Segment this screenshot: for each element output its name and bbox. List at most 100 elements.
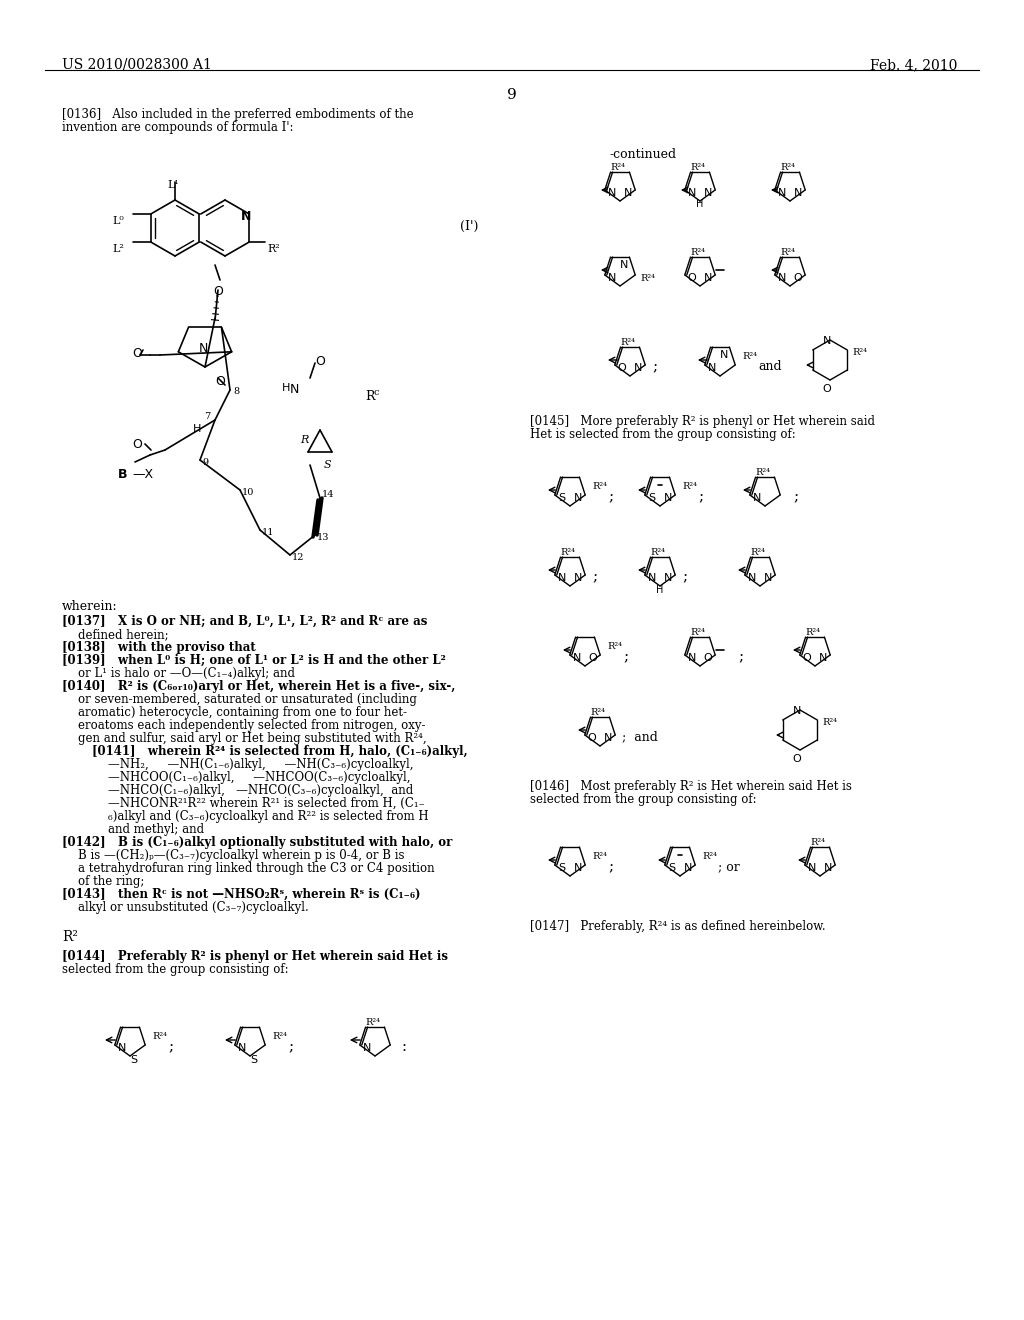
Text: 12: 12 [292,553,304,562]
Text: L¹: L¹ [167,180,179,190]
Text: N: N [708,363,716,374]
Text: wherein:: wherein: [62,601,118,612]
Text: a tetrahydrofuran ring linked through the C3 or C4 position: a tetrahydrofuran ring linked through th… [78,862,434,875]
Text: O: O [803,653,811,663]
Text: O: O [589,653,597,663]
Text: 9: 9 [202,458,208,467]
Text: R: R [365,389,375,403]
Text: O: O [132,438,142,451]
Text: N: N [664,573,672,583]
Text: ;: ; [623,649,628,664]
Text: 11: 11 [262,528,274,537]
Text: O: O [794,273,803,282]
Text: c: c [373,388,379,397]
Text: N: N [823,337,831,346]
Text: ;: ; [608,490,613,504]
Text: invention are compounds of formula I':: invention are compounds of formula I': [62,121,294,135]
Text: R²⁴: R²⁴ [607,642,622,651]
Text: R²⁴: R²⁴ [811,838,825,847]
Text: N: N [648,573,656,583]
Text: aromatic) heterocycle, containing from one to four het-: aromatic) heterocycle, containing from o… [78,706,407,719]
Text: S: S [669,863,676,873]
Text: S: S [558,492,565,503]
Text: R²⁴: R²⁴ [822,718,837,727]
Text: N: N [118,1043,126,1053]
Text: R²: R² [267,244,280,253]
Text: 10: 10 [242,488,254,498]
Text: O: O [688,273,696,282]
Text: H: H [656,585,664,595]
Text: N: N [824,863,833,873]
Text: 13: 13 [317,533,330,543]
Text: O: O [588,733,596,743]
Text: [0140]   R² is (C₆ₒᵣ₁₀)aryl or Het, wherein Het is a five-, six-,: [0140] R² is (C₆ₒᵣ₁₀)aryl or Het, wherei… [62,680,456,693]
Text: N: N [778,187,786,198]
Text: R²⁴: R²⁴ [650,548,666,557]
Text: selected from the group consisting of:: selected from the group consisting of: [62,964,289,975]
Text: selected from the group consisting of:: selected from the group consisting of: [530,793,757,807]
Text: S: S [324,459,332,470]
Text: R²⁴: R²⁴ [806,628,820,638]
Text: N: N [764,573,772,583]
Text: —NHCONR²¹R²² wherein R²¹ is selected from H, (C₁₋: —NHCONR²¹R²² wherein R²¹ is selected fro… [108,797,425,810]
Text: R²⁴: R²⁴ [621,338,636,347]
Text: [0143]   then Rᶜ is not —NHSO₂Rˢ, wherein Rˢ is (C₁₋₆): [0143] then Rᶜ is not —NHSO₂Rˢ, wherein … [62,888,421,902]
Text: N: N [620,260,628,271]
Text: S: S [558,863,565,873]
Text: N: N [794,187,802,198]
Text: N: N [624,187,632,198]
Text: R²⁴: R²⁴ [690,248,706,257]
Text: alkyl or unsubstituted (C₃₋₇)cycloalkyl.: alkyl or unsubstituted (C₃₋₇)cycloalkyl. [78,902,309,913]
Text: :: : [397,1040,408,1053]
Text: L⁰: L⁰ [113,216,125,226]
Text: N: N [238,1043,246,1053]
Text: N: N [634,363,642,374]
Text: ;: ; [682,570,687,583]
Text: US 2010/0028300 A1: US 2010/0028300 A1 [62,58,212,73]
Text: R²⁴: R²⁴ [591,708,605,717]
Text: L²: L² [113,244,125,253]
Text: R²⁴: R²⁴ [742,352,757,360]
Text: Het is selected from the group consisting of:: Het is selected from the group consistin… [530,428,796,441]
Text: [0144]   Preferably R² is phenyl or Het wherein said Het is: [0144] Preferably R² is phenyl or Het wh… [62,950,449,964]
Text: and methyl; and: and methyl; and [108,822,204,836]
Text: N: N [703,273,712,282]
Text: S: S [251,1055,258,1065]
Text: R²⁴: R²⁴ [702,851,717,861]
Text: H: H [193,424,201,434]
Text: R²⁴: R²⁴ [690,162,706,172]
Text: N: N [688,653,696,663]
Text: [0141]   wherein R²⁴ is selected from H, halo, (C₁₋₆)alkyl,: [0141] wherein R²⁴ is selected from H, h… [92,744,468,758]
Text: N: N [608,187,616,198]
Text: R²⁴: R²⁴ [592,851,607,861]
Text: O: O [617,363,627,374]
Text: R²⁴: R²⁴ [610,162,626,172]
Text: [0147]   Preferably, R²⁴ is as defined hereinbelow.: [0147] Preferably, R²⁴ is as defined her… [530,920,825,933]
Text: [0139]   when L⁰ is H; one of L¹ or L² is H and the other L²: [0139] when L⁰ is H; one of L¹ or L² is … [62,653,445,667]
Text: N: N [748,573,756,583]
Text: (I'): (I') [460,220,478,234]
Text: [0146]   Most preferably R² is Het wherein said Het is: [0146] Most preferably R² is Het wherein… [530,780,852,793]
Text: ;: ; [793,490,798,504]
Text: R²⁴: R²⁴ [640,275,655,282]
Text: and: and [758,360,781,374]
Text: ; or: ; or [718,861,739,873]
Text: O: O [793,754,802,764]
Text: of the ring;: of the ring; [78,875,144,888]
Text: N: N [793,706,801,715]
Text: ;: ; [608,861,613,874]
Text: defined herein;: defined herein; [78,628,169,642]
Text: N: N [199,342,208,355]
Text: N: N [608,273,616,282]
Text: B is —(CH₂)ₚ—(C₃₋₇)cycloalkyl wherein p is 0-4, or B is: B is —(CH₂)ₚ—(C₃₋₇)cycloalkyl wherein p … [78,849,404,862]
Text: N: N [753,492,761,503]
Text: N: N [778,273,786,282]
Text: O: O [132,347,142,360]
Text: ;: ; [288,1040,293,1053]
Text: or L¹ is halo or —O—(C₁₋₄)alkyl; and: or L¹ is halo or —O—(C₁₋₄)alkyl; and [78,667,295,680]
Text: O: O [703,653,713,663]
Text: R²⁴: R²⁴ [682,482,697,491]
Text: ;  and: ; and [622,730,657,743]
Text: -continued: -continued [610,148,677,161]
Text: O: O [315,355,325,368]
